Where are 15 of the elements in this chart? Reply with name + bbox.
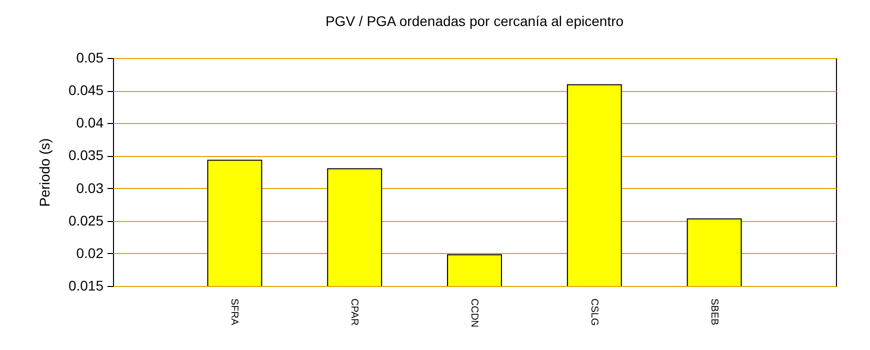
y-tick-label: 0.05 (76, 50, 104, 66)
x-tick-label: SFRA (228, 298, 240, 326)
y-tick-label: 0.04 (76, 114, 104, 131)
chart-title: PGV / PGA ordenadas por cercanía al epicentro (325, 13, 624, 29)
y-tick-label: 0.03 (76, 180, 104, 196)
y-axis-title: Periodo (s) (36, 138, 52, 207)
y-tick-label: 0.025 (68, 212, 104, 228)
y-tick-label: 0.015 (68, 278, 104, 294)
y-tick-label: 0.02 (76, 244, 104, 261)
x-tick-label: CPAR (348, 298, 360, 326)
x-tick-label: CSLG (588, 298, 600, 326)
y-tick-label: 0.045 (68, 82, 104, 98)
y-tick-label: 0.035 (68, 147, 104, 164)
x-tick-label: SBEB (708, 298, 720, 326)
x-tick-label: CCDN (468, 298, 480, 328)
